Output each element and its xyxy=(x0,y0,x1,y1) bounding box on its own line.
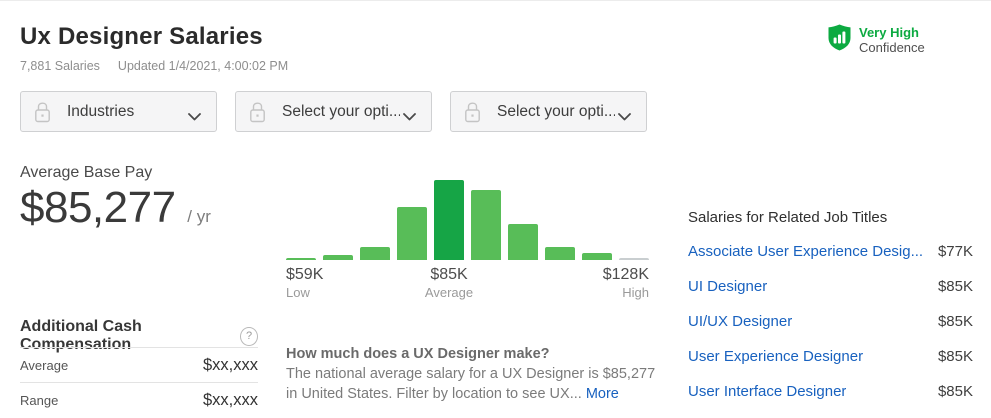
additional-cash-title: Additional Cash Compensation xyxy=(20,318,142,353)
list-item: User Interface Designer $85K xyxy=(688,384,973,400)
job-title-link[interactable]: UI/UX Designer xyxy=(688,314,793,330)
dropdown-label: Industries xyxy=(67,102,135,120)
row-label: Average xyxy=(20,357,69,373)
job-title-link[interactable]: Associate User Experience Desig... xyxy=(688,244,923,260)
confidence-badge: Very High Confidence xyxy=(828,24,925,56)
tick-low-value: $59K xyxy=(286,266,324,283)
histogram-bar xyxy=(323,255,353,260)
histogram-tick-names: Low Average High xyxy=(286,285,649,300)
base-pay-label: Average Base Pay xyxy=(20,164,153,181)
job-salary: $77K xyxy=(937,243,973,260)
confidence-text: Very High Confidence xyxy=(859,24,925,56)
shield-chart-icon xyxy=(828,24,851,56)
dropdown-label: Select your opti... xyxy=(497,102,615,120)
list-item: Associate User Experience Desig... $77K xyxy=(688,244,973,260)
histogram-bar xyxy=(619,258,649,260)
filter-dropdown-3[interactable]: Select your opti... xyxy=(450,91,647,132)
about-question: How much does a UX Designer make? xyxy=(286,346,550,362)
histogram-bar xyxy=(582,253,612,260)
job-salary: $85K xyxy=(937,278,973,295)
help-icon[interactable]: ? xyxy=(240,326,258,346)
more-link[interactable]: More xyxy=(585,386,619,402)
table-row: Range $xx,xxx xyxy=(20,382,258,417)
histogram-bar xyxy=(508,224,538,260)
lock-icon xyxy=(34,102,51,128)
filter-bar: Industries Select your opti... xyxy=(20,91,647,132)
lock-icon xyxy=(464,102,481,128)
chevron-down-icon xyxy=(188,108,201,126)
page-subtitle: 7,881 Salaries Updated 1/4/2021, 4:00:02… xyxy=(20,59,288,73)
salary-histogram-bars xyxy=(286,176,649,260)
about-section: How much does a UX Designer make? The na… xyxy=(286,344,662,404)
table-row: Average $xx,xxx xyxy=(20,347,258,382)
tick-low-label: Low xyxy=(286,285,310,300)
base-pay-period: / yr xyxy=(187,207,211,226)
histogram-bar xyxy=(286,258,316,260)
list-item: User Experience Designer $85K xyxy=(688,349,973,365)
row-value: $xx,xxx xyxy=(202,390,258,409)
histogram-bar xyxy=(471,190,501,260)
chevron-down-icon xyxy=(618,108,631,126)
filter-dropdown-2[interactable]: Select your opti... xyxy=(235,91,432,132)
histogram-bar xyxy=(434,180,464,260)
tick-average-label: Average xyxy=(424,285,474,300)
row-label: Range xyxy=(20,392,59,408)
histogram-bar xyxy=(360,247,390,260)
job-salary: $85K xyxy=(937,313,973,330)
job-salary: $85K xyxy=(937,348,973,365)
base-pay-amount: $85,277 / yr xyxy=(20,183,211,233)
dropdown-label: Select your opti... xyxy=(282,102,400,120)
confidence-label: Confidence xyxy=(859,40,925,55)
lock-icon xyxy=(249,102,266,128)
base-pay-value: $85,277 xyxy=(20,183,176,232)
job-title-link[interactable]: UI Designer xyxy=(688,279,768,295)
additional-cash-table: Average $xx,xxx Range $xx,xxx xyxy=(20,347,258,417)
related-title: Salaries for Related Job Titles xyxy=(688,209,888,226)
related-job-titles: Salaries for Related Job Titles Associat… xyxy=(688,209,973,418)
tick-high-label: High xyxy=(622,285,649,300)
job-title-link[interactable]: User Experience Designer xyxy=(688,349,864,365)
tick-high-value: $128K xyxy=(602,266,649,283)
job-salary: $85K xyxy=(937,383,973,400)
industries-dropdown[interactable]: Industries xyxy=(20,91,217,132)
histogram-bar xyxy=(545,247,575,260)
updated-timestamp: Updated 1/4/2021, 4:00:02 PM xyxy=(117,59,289,73)
about-body: The national average salary for a UX Des… xyxy=(286,366,656,402)
job-title-link[interactable]: User Interface Designer xyxy=(688,384,847,400)
salary-count: 7,881 Salaries xyxy=(20,59,100,73)
chevron-down-icon xyxy=(403,108,416,126)
additional-cash-header: Additional Cash Compensation ? xyxy=(20,318,258,354)
histogram-tick-values: $59K $85K $128K xyxy=(286,266,649,283)
tick-average-value: $85K xyxy=(430,266,468,283)
histogram-bar xyxy=(397,207,427,260)
related-list: Associate User Experience Desig... $77K … xyxy=(688,244,973,400)
page-title: Ux Designer Salaries xyxy=(20,23,263,50)
list-item: UI/UX Designer $85K xyxy=(688,314,973,330)
list-item: UI Designer $85K xyxy=(688,279,973,295)
confidence-level: Very High xyxy=(859,25,919,40)
row-value: $xx,xxx xyxy=(202,355,258,374)
